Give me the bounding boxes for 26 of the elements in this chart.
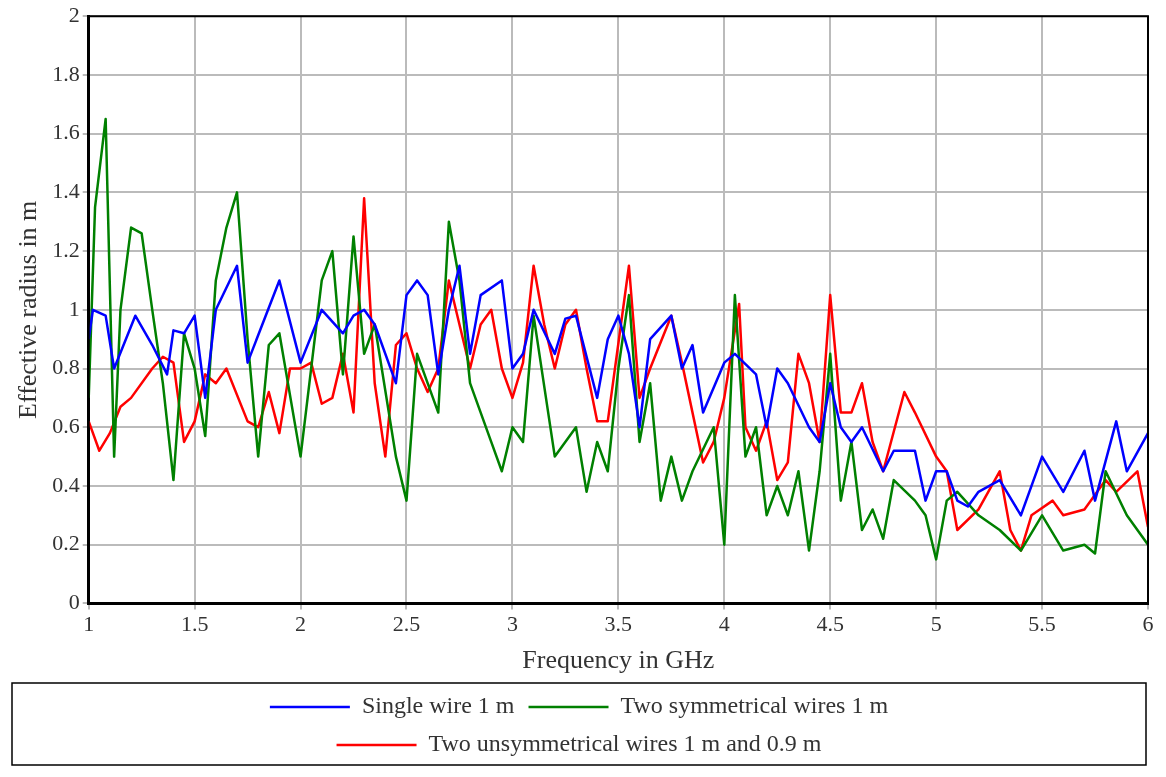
y-tick-label: 1.8 — [52, 60, 80, 86]
x-tick-label: 5.5 — [1028, 611, 1056, 637]
y-axis-title: Effective radius in m — [13, 200, 43, 419]
x-tick-label: 2 — [295, 611, 307, 637]
x-tick-label: 4.5 — [816, 611, 844, 637]
y-tick-label: 1 — [68, 295, 80, 321]
y-tick-label: 0.8 — [52, 354, 80, 380]
x-tick-label: 6 — [1142, 611, 1154, 637]
legend-label: Two symmetrical wires 1 m — [620, 692, 889, 719]
y-tick-label: 1.6 — [52, 119, 80, 145]
y-tick-label: 2 — [68, 1, 80, 27]
legend-label: Single wire 1 m — [361, 692, 515, 719]
y-tick-label: 0.6 — [52, 413, 80, 439]
x-tick-label: 5 — [930, 611, 942, 637]
x-tick-label: 2.5 — [392, 611, 421, 637]
x-tick-label: 4 — [718, 611, 730, 637]
legend-label: Two unsymmetrical wires 1 m and 0.9 m — [428, 730, 822, 757]
x-tick-label: 3 — [506, 611, 518, 637]
y-tick-label: 0 — [68, 589, 80, 615]
y-tick-label: 1.2 — [52, 236, 80, 262]
x-tick-label: 1.5 — [180, 611, 209, 637]
y-tick-label: 1.4 — [52, 178, 80, 204]
x-axis-title: Frequency in GHz — [522, 645, 715, 675]
y-tick-label: 0.2 — [52, 530, 80, 556]
y-tick-label: 0.4 — [52, 471, 80, 497]
x-tick-label: 3.5 — [604, 611, 633, 637]
